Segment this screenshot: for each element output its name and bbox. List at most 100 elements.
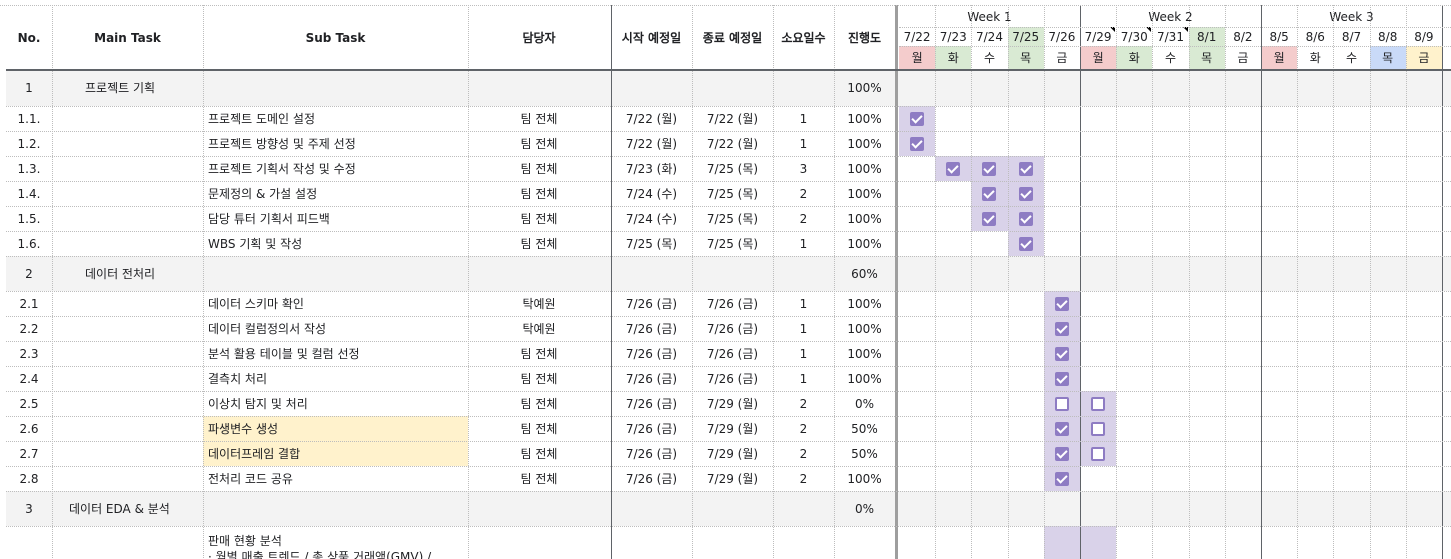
column-header-start[interactable]: 시작 예정일 bbox=[621, 31, 682, 45]
sub-cell[interactable]: 결측치 처리 bbox=[208, 371, 268, 386]
date-label[interactable]: 8/8 bbox=[1378, 30, 1398, 44]
who-cell[interactable]: 팀 전체 bbox=[520, 421, 558, 436]
pct-cell[interactable]: 100% bbox=[847, 236, 882, 251]
start-cell[interactable]: 7/26 (금) bbox=[625, 471, 678, 486]
column-header-end[interactable]: 종료 예정일 bbox=[702, 31, 763, 45]
end-cell[interactable]: 7/29 (월) bbox=[706, 446, 759, 461]
start-cell[interactable]: 7/26 (금) bbox=[625, 396, 678, 411]
end-cell[interactable]: 7/26 (금) bbox=[706, 321, 759, 336]
pct-cell[interactable]: 100% bbox=[847, 211, 882, 226]
checked-checkbox[interactable] bbox=[1054, 347, 1069, 361]
no-cell[interactable]: 1 bbox=[25, 81, 33, 95]
end-cell[interactable]: 7/25 (목) bbox=[706, 186, 759, 201]
checked-checkbox[interactable] bbox=[1054, 322, 1069, 336]
who-cell[interactable]: 탁예원 bbox=[522, 321, 556, 336]
start-cell[interactable]: 7/25 (목) bbox=[625, 236, 678, 251]
sub-cell[interactable]: 프로젝트 도메인 설정 bbox=[208, 111, 315, 126]
start-cell[interactable]: 7/24 (수) bbox=[625, 211, 678, 226]
no-cell[interactable]: 3 bbox=[25, 501, 33, 516]
no-cell[interactable]: 1.6. bbox=[17, 236, 41, 251]
date-label[interactable]: 8/2 bbox=[1233, 30, 1253, 44]
sub-task-cell[interactable]: 판매 현황 분석 bbox=[208, 534, 282, 548]
end-cell[interactable]: 7/29 (월) bbox=[706, 396, 759, 411]
who-cell[interactable]: 팀 전체 bbox=[520, 211, 558, 226]
checked-checkbox[interactable] bbox=[1018, 212, 1033, 226]
no-cell[interactable]: 2.4 bbox=[19, 371, 39, 386]
who-cell[interactable]: 팀 전체 bbox=[520, 471, 558, 486]
start-cell[interactable]: 7/26 (금) bbox=[625, 321, 678, 336]
no-cell[interactable]: 2.3 bbox=[19, 346, 39, 361]
days-cell[interactable]: 2 bbox=[799, 446, 808, 461]
days-cell[interactable]: 1 bbox=[799, 111, 808, 126]
checked-checkbox[interactable] bbox=[1054, 422, 1069, 436]
checked-checkbox[interactable] bbox=[910, 112, 924, 126]
date-label[interactable]: 8/9 bbox=[1414, 30, 1434, 44]
days-cell[interactable]: 2 bbox=[799, 211, 808, 226]
no-cell[interactable]: 2.7 bbox=[19, 446, 39, 461]
sub-cell[interactable]: 이상치 탐지 및 처리 bbox=[208, 396, 308, 411]
checked-checkbox[interactable] bbox=[1018, 237, 1033, 251]
end-cell[interactable]: 7/26 (금) bbox=[706, 371, 759, 386]
days-cell[interactable]: 3 bbox=[799, 161, 808, 176]
start-cell[interactable]: 7/22 (월) bbox=[625, 111, 678, 126]
who-cell[interactable]: 팀 전체 bbox=[520, 236, 558, 251]
no-cell[interactable]: 2.1 bbox=[19, 296, 39, 311]
unchecked-checkbox[interactable] bbox=[1091, 422, 1105, 436]
no-cell[interactable]: 2.2 bbox=[19, 321, 39, 336]
date-label[interactable]: 8 bbox=[1442, 28, 1451, 46]
pct-cell[interactable]: 50% bbox=[851, 446, 878, 461]
checked-checkbox[interactable] bbox=[1054, 297, 1069, 311]
pct-cell[interactable]: 100% bbox=[847, 81, 882, 95]
checked-checkbox[interactable] bbox=[982, 187, 997, 201]
unchecked-checkbox[interactable] bbox=[1091, 397, 1105, 411]
pct-cell[interactable]: 100% bbox=[847, 186, 882, 201]
end-cell[interactable]: 7/25 (목) bbox=[706, 211, 759, 226]
sub-cell[interactable]: WBS 기획 및 작성 bbox=[208, 236, 303, 251]
days-cell[interactable]: 1 bbox=[799, 371, 808, 386]
column-header-who[interactable]: 담당자 bbox=[522, 31, 556, 45]
checked-checkbox[interactable] bbox=[1018, 187, 1033, 201]
no-cell[interactable]: 2.5 bbox=[19, 396, 39, 411]
start-cell[interactable]: 7/26 (금) bbox=[625, 371, 678, 386]
date-label[interactable]: 7/30 bbox=[1120, 30, 1148, 44]
sub-cell[interactable]: 파생변수 생성 bbox=[208, 421, 279, 436]
who-cell[interactable]: 팀 전체 bbox=[520, 161, 558, 176]
days-cell[interactable]: 2 bbox=[799, 471, 808, 486]
date-label[interactable]: 7/23 bbox=[939, 30, 967, 44]
days-cell[interactable]: 2 bbox=[799, 396, 808, 411]
date-label[interactable]: 7/24 bbox=[976, 30, 1003, 44]
date-label[interactable]: 7/25 bbox=[1012, 30, 1040, 44]
date-label[interactable]: 7/26 bbox=[1048, 30, 1076, 44]
pct-cell[interactable]: 60% bbox=[851, 266, 878, 281]
who-cell[interactable]: 팀 전체 bbox=[520, 371, 558, 386]
no-cell[interactable]: 1.1. bbox=[17, 111, 41, 126]
date-label[interactable]: 7/22 bbox=[903, 30, 931, 44]
main-task-label[interactable]: 데이터 EDA & 분석 bbox=[69, 501, 170, 516]
sub-cell[interactable]: 데이터 스키마 확인 bbox=[208, 296, 304, 311]
main-task-label[interactable]: 데이터 전처리 bbox=[85, 266, 156, 281]
days-cell[interactable]: 1 bbox=[799, 346, 808, 361]
days-cell[interactable]: 1 bbox=[799, 296, 808, 311]
who-cell[interactable]: 팀 전체 bbox=[520, 136, 558, 151]
checked-checkbox[interactable] bbox=[1054, 372, 1069, 386]
pct-cell[interactable]: 100% bbox=[847, 111, 882, 126]
pct-cell[interactable]: 100% bbox=[847, 136, 882, 151]
sub-cell[interactable]: 전처리 코드 공유 bbox=[208, 471, 293, 486]
who-cell[interactable]: 팀 전체 bbox=[520, 346, 558, 361]
date-label[interactable]: 7/29 bbox=[1084, 30, 1112, 44]
start-cell[interactable]: 7/22 (월) bbox=[625, 136, 678, 151]
end-cell[interactable]: 7/25 (목) bbox=[706, 161, 759, 176]
sub-cell[interactable]: 문제정의 & 가설 설정 bbox=[208, 186, 318, 201]
sub-cell[interactable]: 분석 활용 테이블 및 컬럼 선정 bbox=[208, 346, 360, 361]
no-cell[interactable]: 1.3. bbox=[17, 161, 41, 176]
column-header-days[interactable]: 소요일수 bbox=[781, 31, 826, 45]
date-label[interactable]: 7/31 bbox=[1157, 30, 1184, 44]
start-cell[interactable]: 7/26 (금) bbox=[625, 296, 678, 311]
pct-cell[interactable]: 100% bbox=[847, 321, 882, 336]
date-label[interactable]: 8/1 bbox=[1197, 30, 1217, 44]
date-label[interactable]: 8/5 bbox=[1269, 30, 1289, 44]
pct-cell[interactable]: 100% bbox=[847, 346, 882, 361]
checked-checkbox[interactable] bbox=[1054, 472, 1069, 486]
start-cell[interactable]: 7/26 (금) bbox=[625, 446, 678, 461]
